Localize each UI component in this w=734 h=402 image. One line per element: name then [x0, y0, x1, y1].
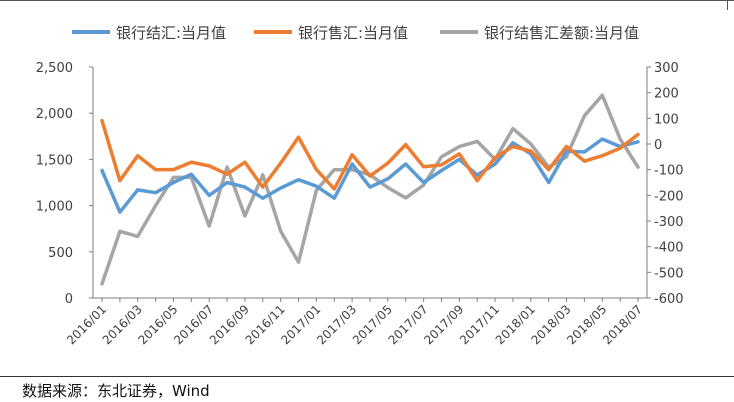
- right-tick-label: -100: [654, 164, 684, 179]
- right-tick-label: -400: [654, 241, 684, 256]
- top-border: [0, 0, 734, 1]
- bottom-border: [0, 376, 734, 377]
- left-tick-label: 500: [48, 246, 73, 261]
- left-tick-label: 2,000: [36, 107, 73, 122]
- right-tick-label: -600: [654, 292, 684, 307]
- right-tick-label: -500: [654, 266, 684, 281]
- source-note: 数据来源：东北证券，Wind: [22, 382, 210, 400]
- top-right-border: [727, 0, 728, 10]
- right-tick-label: 300: [654, 61, 679, 76]
- series-line-2: [100, 93, 640, 286]
- left-tick-label: 0: [65, 292, 73, 307]
- series-line-0: [100, 137, 640, 214]
- series-line-1: [100, 118, 640, 191]
- left-tick-label: 1,000: [36, 200, 73, 215]
- right-tick-label: 100: [654, 112, 679, 127]
- left-tick-label: 1,500: [36, 153, 73, 168]
- left-tick-label: 2,500: [36, 61, 73, 76]
- right-tick-label: -300: [654, 215, 684, 230]
- legend-label-0: 银行结汇:当月值: [116, 24, 226, 42]
- legend-label-2: 银行结售汇差额:当月值: [484, 24, 639, 42]
- right-tick-label: -200: [654, 189, 684, 204]
- x-tick-label: 2018/07: [600, 302, 645, 347]
- right-tick-label: 0: [654, 138, 662, 153]
- legend-label-1: 银行售汇:当月值: [298, 24, 408, 42]
- right-tick-label: 200: [654, 87, 679, 102]
- chart: 0 500 1,000 1,500 2,000 2,500 -600 -500 -400 -300…: [36, 24, 684, 347]
